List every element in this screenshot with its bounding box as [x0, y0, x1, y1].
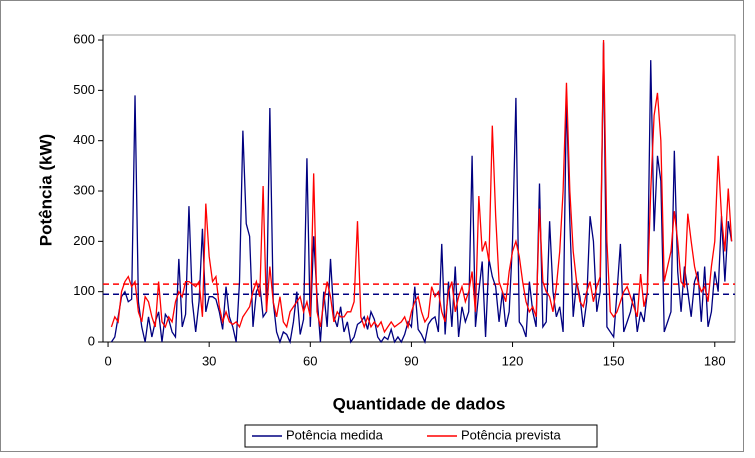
y-tick-label: 400 — [73, 132, 95, 147]
series-line — [110, 42, 733, 345]
x-tick-label: 180 — [704, 353, 726, 368]
x-tick-label: 90 — [404, 353, 418, 368]
x-tick-label: 60 — [303, 353, 317, 368]
x-tick-label: 30 — [202, 353, 216, 368]
y-tick-label: 300 — [73, 182, 95, 197]
y-axis-title: Potência (kW) — [36, 134, 55, 246]
legend — [244, 424, 598, 448]
y-tick-label: 500 — [73, 82, 95, 97]
legend-label: Potência prevista — [461, 427, 561, 442]
y-tick-label: 100 — [73, 283, 95, 298]
legend-label: Potência medida — [286, 427, 384, 442]
x-axis-title: Quantidade de dados — [333, 394, 506, 413]
y-tick-label: 200 — [73, 233, 95, 248]
y-tick-label: 600 — [73, 31, 95, 46]
series-line — [110, 40, 733, 334]
x-tick-label: 120 — [502, 353, 524, 368]
plot-area — [102, 34, 736, 343]
x-tick-label: 0 — [104, 353, 111, 368]
y-tick-label: 0 — [88, 333, 95, 348]
x-tick-label: 150 — [603, 353, 625, 368]
